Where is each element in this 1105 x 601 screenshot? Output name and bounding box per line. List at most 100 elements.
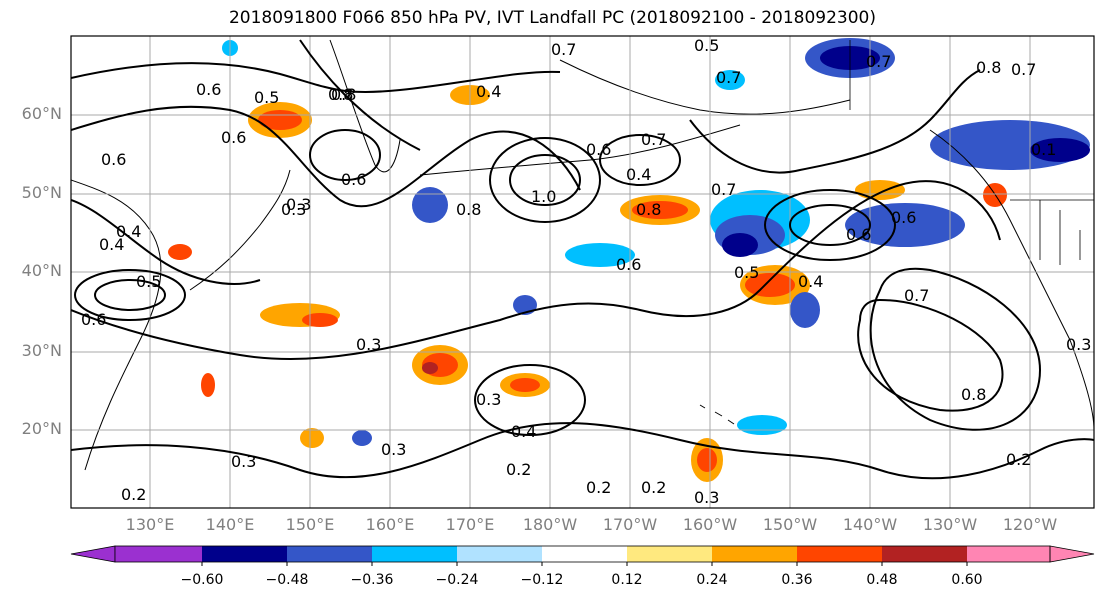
map-title: 2018091800 F066 850 hPa PV, IVT Landfall…	[228, 8, 876, 28]
contour-label: 0.3	[1066, 335, 1092, 354]
lat-label: 60°N	[21, 104, 62, 123]
lon-label: 160°E	[365, 515, 415, 534]
contour-label: 0.5	[136, 272, 162, 291]
lat-label: 30°N	[21, 341, 62, 360]
contour-label: 0.8	[456, 200, 482, 219]
contour-label: 0.6	[101, 150, 127, 169]
contour-label: 0.4	[511, 422, 537, 441]
contour-line	[474, 364, 586, 436]
contour-label: 0.4	[798, 272, 824, 291]
contour-line	[869, 267, 1042, 431]
shade-blob	[302, 313, 338, 327]
kamchatka-coast	[329, 39, 401, 173]
lon-label: 150°W	[762, 515, 818, 534]
shade-blob	[790, 292, 820, 328]
shade-blob	[510, 378, 540, 392]
colorbar-tick-label: 0.48	[866, 572, 898, 588]
contour-label: 0.8	[328, 85, 354, 104]
contour-line	[74, 269, 186, 321]
na-coast	[929, 129, 1094, 431]
contour-line	[71, 422, 1094, 480]
shade-blob	[845, 203, 965, 247]
contour-label: 0.3	[281, 200, 307, 219]
border-line	[1039, 200, 1081, 265]
shade-blob	[1030, 138, 1090, 162]
colorbar-segment	[115, 546, 202, 562]
alaska-coast	[559, 59, 851, 115]
shade-blob	[697, 448, 717, 472]
shade-blob	[737, 415, 787, 435]
contour-label: 0.1	[1031, 140, 1057, 159]
shade-blob	[722, 233, 758, 257]
contour-label: 0.7	[711, 180, 737, 199]
borders	[849, 40, 1094, 265]
shade-blob	[201, 373, 215, 397]
lon-label: 160°W	[682, 515, 738, 534]
contour-line	[71, 62, 561, 93]
contour-line	[764, 189, 896, 261]
contour-label: 0.3	[381, 440, 407, 459]
contour-label: 0.8	[961, 385, 987, 404]
contour-label: 0.3	[694, 488, 720, 507]
contour-label: 0.2	[121, 485, 147, 504]
colorbar-segment	[457, 546, 542, 562]
contour-label: 0.6	[81, 310, 107, 329]
contour-label: 0.6	[586, 140, 612, 159]
contour-line	[71, 105, 581, 208]
shade-blob	[422, 362, 438, 374]
lat-label: 20°N	[21, 419, 62, 438]
contour-line	[71, 180, 1001, 361]
lon-label: 170°E	[445, 515, 495, 534]
contour-label: 1.0	[531, 187, 557, 206]
lon-label: 180°W	[522, 515, 578, 534]
colorbar-tick-label: −0.60	[180, 572, 224, 588]
contour-line	[857, 298, 1004, 412]
colorbar-segment	[797, 546, 882, 562]
shade-blob	[855, 180, 905, 200]
contour-line	[71, 199, 261, 285]
contour-label: 0.7	[904, 286, 930, 305]
colorbar-tick-label: 0.12	[611, 572, 643, 588]
contour-label: 0.3	[231, 452, 257, 471]
aleutian-islands	[419, 124, 741, 176]
contour-label: 0.3	[476, 390, 502, 409]
shade-blob	[352, 430, 372, 446]
colorbar-segment	[202, 546, 287, 562]
colorbar-segment	[542, 546, 627, 562]
colorbar-segment	[287, 546, 372, 562]
lon-label: 150°E	[285, 515, 335, 534]
contour-label: 0.7	[551, 40, 577, 59]
contour-label: 0.2	[1006, 450, 1032, 469]
pv-shading	[168, 38, 1090, 482]
contour-label: 0.6	[846, 225, 872, 244]
shade-blob	[565, 243, 635, 267]
colorbar-tick-label: −0.36	[350, 572, 394, 588]
colorbar-extend-low	[70, 545, 116, 563]
colorbar-tick-label: 0.24	[696, 572, 728, 588]
contour-line	[789, 204, 871, 246]
colorbar-tick-label: 0.36	[781, 572, 813, 588]
contour-label: 0.2	[586, 478, 612, 497]
contour-label: 0.5	[734, 263, 760, 282]
colorbar	[70, 545, 1095, 566]
contours	[71, 39, 1094, 480]
contour-line	[94, 279, 166, 311]
graticule	[71, 36, 1094, 508]
colorbar-tick-label: −0.48	[265, 572, 309, 588]
contour-label: 0.8	[636, 200, 662, 219]
contour-label: 0.2	[641, 478, 667, 497]
shade-blob	[412, 187, 448, 223]
contour-label: 0.6	[891, 208, 917, 227]
contour-label: 0.6	[221, 128, 247, 147]
contour-label: 0.8	[976, 58, 1002, 77]
shade-blob	[632, 201, 688, 219]
colorbar-segment	[627, 546, 712, 562]
contour-label: 0.3	[356, 335, 382, 354]
contour-line	[509, 154, 581, 206]
lon-label: 140°W	[842, 515, 898, 534]
colorbar-tick-label: −0.12	[520, 572, 564, 588]
colorbar-segment	[882, 546, 967, 562]
contour-label: 0.2	[506, 460, 532, 479]
contour-label: 0.4	[116, 222, 142, 241]
